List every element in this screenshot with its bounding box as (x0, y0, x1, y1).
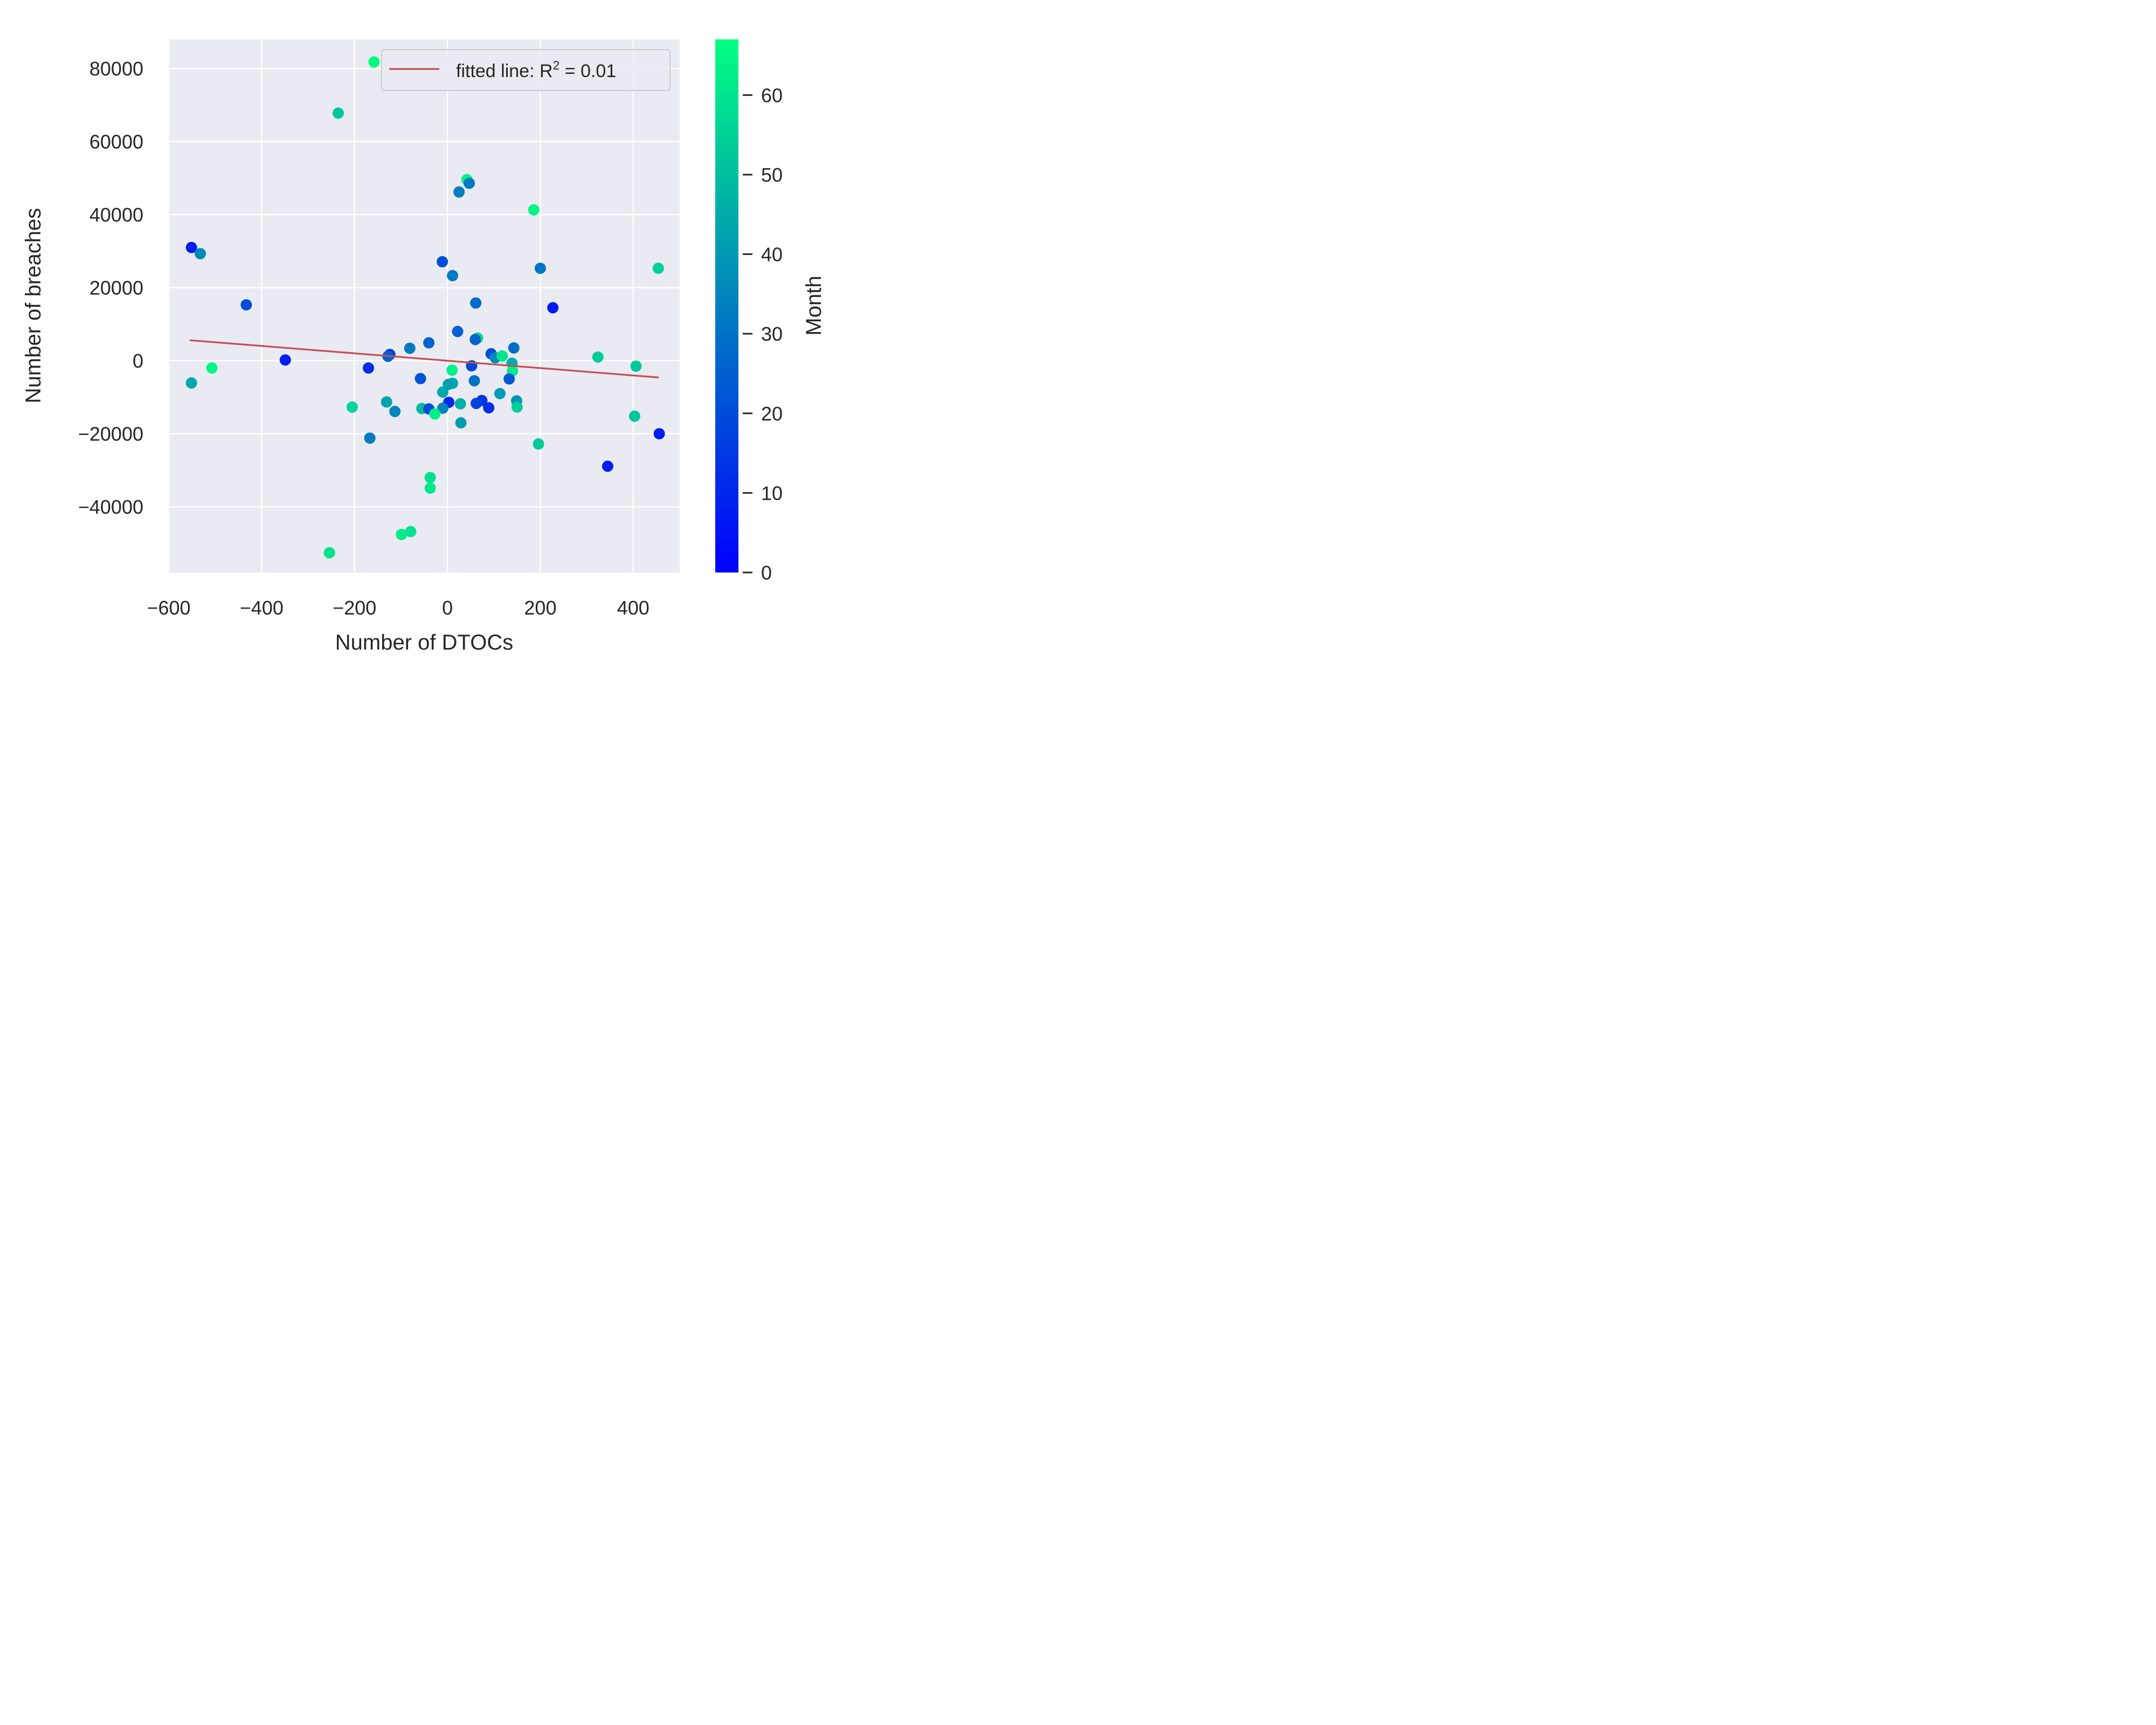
data-point (424, 472, 436, 484)
data-point (240, 299, 252, 310)
x-tick-label: 400 (617, 597, 649, 619)
data-point (454, 398, 466, 410)
x-tick-label: −200 (333, 597, 376, 619)
data-point (414, 372, 426, 384)
data-point (471, 397, 482, 409)
data-point (652, 263, 664, 274)
fitted-line (189, 339, 659, 378)
data-point (628, 410, 640, 422)
data-point (630, 360, 642, 372)
data-point (452, 326, 464, 337)
legend-box (381, 49, 671, 91)
y-tick-label: −40000 (78, 496, 143, 518)
colorbar-label: Month (802, 275, 826, 335)
legend-text-tail: = 0.01 (559, 61, 616, 81)
colorbar-tick-label: 50 (761, 164, 783, 186)
data-point (547, 302, 559, 314)
x-tick-label: 0 (442, 597, 453, 619)
data-point (528, 204, 540, 216)
data-point (602, 460, 613, 472)
colorbar (715, 39, 738, 572)
scatter-chart: −600 −400 −200 0 200 400 −40000−2000002000040… (22, 39, 826, 654)
data-point (364, 432, 376, 444)
data-point (404, 342, 416, 354)
colorbar-tick-label: 30 (761, 323, 783, 345)
x-tick-label: −400 (240, 597, 284, 619)
y-tick-label: 20000 (89, 277, 143, 299)
colorbar-ticks: 0 10 20 30 40 50 60 (743, 84, 783, 584)
data-point (396, 529, 407, 541)
y-tick-label: 80000 (89, 58, 143, 80)
data-point (533, 438, 544, 450)
data-point (429, 408, 441, 420)
data-point (455, 417, 467, 429)
colorbar-tick-label: 20 (761, 403, 783, 425)
data-point (496, 350, 508, 362)
data-point (483, 402, 495, 413)
data-point (447, 270, 459, 281)
data-point (279, 354, 291, 366)
x-tick-labels: −600 −400 −200 0 200 400 (147, 597, 649, 619)
y-tick-label: 60000 (89, 131, 143, 153)
data-point (405, 526, 417, 537)
data-point (381, 396, 392, 408)
data-point (469, 334, 481, 346)
x-tick-label: 200 (524, 597, 556, 619)
colorbar-tick-label: 40 (761, 244, 783, 266)
data-point (424, 482, 436, 494)
data-point (185, 377, 197, 389)
data-point (185, 242, 197, 253)
colorbar-tick-label: 0 (761, 562, 772, 584)
legend: fitted line: R2 = 0.01 (381, 49, 671, 91)
data-point (323, 547, 335, 558)
colorbar-tick-label: 60 (761, 84, 783, 106)
data-point (653, 428, 665, 440)
data-point (437, 386, 448, 398)
data-point (363, 362, 375, 374)
data-point (592, 351, 604, 363)
data-point (446, 364, 458, 376)
data-point (368, 56, 380, 68)
x-axis-label: Number of DTOCs (335, 631, 513, 654)
legend-label: fitted line: R2 = 0.01 (456, 58, 616, 81)
data-point (511, 401, 523, 413)
data-point (453, 186, 465, 198)
y-axis-label: Number of breaches (22, 208, 45, 403)
y-tick-label: −20000 (78, 423, 143, 445)
data-point (206, 362, 218, 374)
data-point (195, 248, 206, 260)
y-tick-label: 40000 (89, 204, 143, 226)
data-point (494, 388, 506, 399)
data-point (508, 342, 520, 354)
data-point (389, 405, 401, 417)
data-point (468, 375, 480, 387)
x-tick-label: −600 (147, 597, 190, 619)
data-point (464, 177, 475, 189)
legend-text-main: fitted line: R (456, 61, 553, 81)
legend-text-superscript: 2 (553, 58, 560, 72)
data-point (437, 256, 448, 268)
data-point (534, 263, 546, 274)
data-point (346, 401, 358, 413)
data-point (503, 373, 515, 385)
data-point (423, 337, 435, 349)
grid-lines (168, 39, 680, 572)
data-points (185, 56, 665, 558)
y-tick-labels: −40000 −20000 0 20000 40000 60000 80000 (78, 58, 143, 518)
data-point (333, 107, 344, 119)
colorbar-tick-label: 10 (761, 482, 783, 504)
plot-background (169, 39, 680, 572)
data-point (470, 297, 482, 309)
y-tick-label: 0 (133, 350, 143, 372)
data-point (437, 402, 448, 414)
